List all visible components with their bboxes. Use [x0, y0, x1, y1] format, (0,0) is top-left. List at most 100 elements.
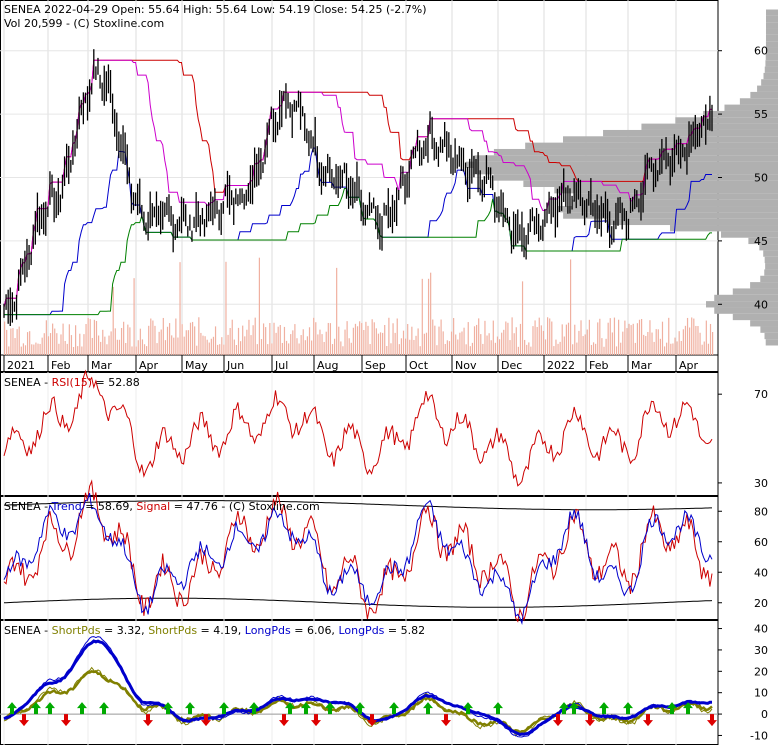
profile-bin: [563, 136, 778, 143]
volume-bar: [64, 340, 66, 355]
volume-bar: [338, 326, 340, 355]
down-arrow: [143, 714, 153, 727]
rsi-name: RSI(15): [52, 376, 92, 389]
up-arrow: [285, 702, 295, 715]
pds-prefix: SENEA -: [4, 624, 52, 637]
volume-bar: [154, 325, 156, 355]
volume-bar: [382, 332, 384, 355]
short-pds-1-name: ShortPds: [52, 624, 101, 637]
volume-bar: [582, 336, 584, 355]
volume-bar: [670, 343, 672, 355]
volume-bar: [584, 334, 586, 355]
x-tick-label: Feb: [51, 359, 70, 372]
volume-bar: [288, 343, 290, 355]
pds-plot: [0, 636, 718, 738]
up-arrow: [623, 702, 633, 715]
volume-bar: [592, 342, 595, 355]
volume-bar: [668, 317, 670, 355]
x-tick-label: Apr: [679, 359, 699, 372]
volume-bar: [492, 320, 494, 355]
volume-bar: [302, 329, 304, 355]
volume-bar: [271, 343, 273, 355]
volume-bar: [296, 338, 298, 355]
up-arrow: [667, 702, 677, 715]
volume-bar: [421, 278, 423, 355]
volume-bar: [402, 330, 405, 355]
volume-bar: [561, 324, 563, 355]
volume-bar: [490, 340, 492, 355]
price-tick-label: 55: [754, 108, 768, 121]
volume-bar: [476, 324, 478, 355]
volume-bar: [6, 329, 8, 355]
volume-bar: [453, 318, 455, 355]
volume-bar: [603, 346, 605, 355]
profile-bin: [493, 148, 778, 156]
volume-bar: [196, 345, 198, 355]
volume-bar: [563, 336, 565, 355]
volume-bar: [524, 339, 526, 355]
volume-bar: [187, 330, 189, 355]
volume-bar: [166, 326, 169, 355]
volume-bar: [532, 326, 534, 355]
long-pds-1-name: LongPds: [245, 624, 291, 637]
x-tick-label: Jun: [226, 359, 244, 372]
volume-bar: [678, 331, 680, 355]
volume-bar: [273, 322, 275, 355]
volume-bar: [200, 332, 202, 355]
volume-header: Vol 20,599 - (C) Stoxline.com: [4, 17, 164, 30]
price-tick-label: 40: [754, 298, 768, 311]
volume-bar: [102, 329, 104, 355]
volume-bar: [333, 338, 336, 355]
rsi-frame: [0, 372, 719, 496]
volume-bar: [394, 332, 396, 355]
volume-bar: [396, 318, 398, 355]
volume-bar: [8, 346, 10, 355]
up-arrow: [249, 702, 259, 715]
volume-bar: [83, 334, 85, 355]
up-arrow: [77, 702, 87, 715]
volume-bar: [515, 327, 517, 355]
up-arrow: [569, 702, 579, 715]
pds-tick-label: 10: [754, 687, 768, 700]
volume-bar: [225, 261, 227, 355]
volume-bar: [672, 343, 674, 355]
volume-bar: [62, 323, 64, 355]
volume-bar: [146, 346, 148, 355]
long-pds-1-value: = 6.06,: [291, 624, 339, 637]
short-pds-1-value: = 3.32,: [100, 624, 148, 637]
volume-bar: [143, 344, 146, 355]
rsi-plot: [3, 369, 713, 487]
volume-bar: [281, 342, 283, 355]
volume-bar: [219, 344, 221, 355]
volume-bar: [114, 328, 116, 355]
volume-bar: [311, 340, 313, 355]
volume-bar: [618, 319, 620, 355]
volume-bar: [488, 333, 490, 355]
profile-bin: [750, 282, 778, 289]
profile-bin: [761, 79, 778, 86]
volume-bar: [459, 332, 461, 355]
pds-tick-label: -10: [750, 729, 768, 742]
volume-bar: [344, 329, 346, 355]
volume-bar: [152, 320, 154, 355]
volume-bar: [530, 346, 532, 355]
volume-bar: [77, 346, 79, 355]
signal-arrows: [7, 702, 717, 727]
volume-bar: [691, 317, 693, 355]
pds-tick-label: 20: [754, 665, 768, 678]
volume-bar: [327, 322, 329, 355]
volume-bar: [494, 342, 496, 355]
volume-bar: [160, 329, 162, 355]
volume-bar: [478, 318, 480, 355]
volume-bar: [285, 340, 288, 355]
volume-bar: [463, 327, 465, 355]
x-tick-label: Oct: [409, 359, 429, 372]
volume-bar: [202, 335, 204, 355]
volume-bar: [369, 344, 371, 355]
volume-bar: [75, 325, 77, 355]
volume-bar: [609, 318, 611, 355]
volume-bar: [461, 331, 463, 355]
volume-bar: [329, 323, 332, 355]
volume-bar: [417, 328, 419, 355]
